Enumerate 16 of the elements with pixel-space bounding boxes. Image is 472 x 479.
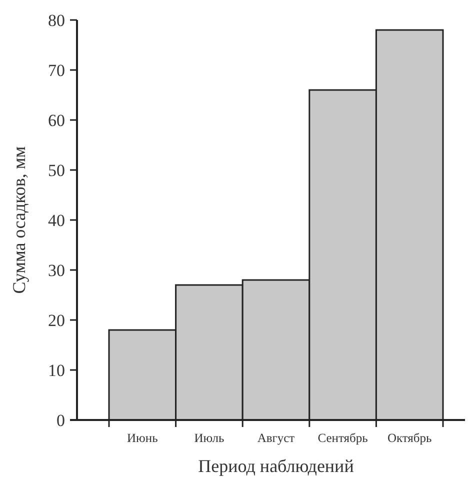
y-tick-label: 10 <box>48 360 65 380</box>
y-axis-title: Сумма осадков, мм <box>9 146 29 294</box>
y-tick-label: 50 <box>48 160 65 180</box>
y-tick-label: 20 <box>48 310 65 330</box>
y-tick-label: 30 <box>48 260 65 280</box>
y-tick-label: 80 <box>48 10 65 30</box>
y-tick-label: 70 <box>48 60 65 80</box>
x-tick-label: Июнь <box>127 431 158 445</box>
y-tick-label: 60 <box>48 110 65 130</box>
x-axis-title: Период наблюдений <box>198 456 354 476</box>
x-tick-label: Октябрь <box>387 431 432 445</box>
x-tick-label: Август <box>257 431 296 445</box>
x-tick-label: Сентябрь <box>318 431 368 445</box>
y-tick-label: 40 <box>48 210 65 230</box>
x-tick-label: Июль <box>194 431 224 445</box>
y-tick-label: 0 <box>56 410 65 430</box>
